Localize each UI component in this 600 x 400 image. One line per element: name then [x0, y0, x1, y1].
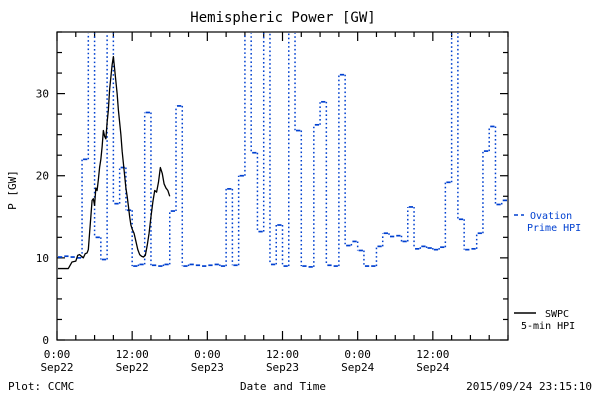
x-tick-label-date: Sep23 [266, 361, 299, 374]
x-tick-label-time: 0:00 [44, 348, 71, 361]
x-tick-label-time: 0:00 [344, 348, 371, 361]
y-tick-label: 10 [36, 252, 49, 265]
x-axis-ticks: 0:00Sep2212:00Sep220:00Sep2312:00Sep230:… [40, 32, 509, 374]
y-axis-label: P [GW] [6, 170, 19, 210]
y-tick-label: 0 [42, 334, 49, 347]
legend-ovation-prime: Ovation Prime HPI [514, 211, 581, 234]
plot-credit: Plot: CCMC [8, 380, 74, 393]
chart-title: Hemispheric Power [GW] [190, 10, 375, 26]
x-tick-label-date: Sep24 [416, 361, 449, 374]
x-tick-label-date: Sep22 [116, 361, 149, 374]
legend-swpc-5min: SWPC 5-min HPI [514, 309, 575, 332]
x-axis-label: Date and Time [240, 380, 326, 393]
x-tick-label-date: Sep23 [191, 361, 224, 374]
x-tick-label-date: Sep22 [40, 361, 73, 374]
y-tick-label: 20 [36, 170, 49, 183]
legend-label-swpc-line1: SWPC [545, 309, 569, 320]
y-tick-label: 30 [36, 88, 49, 101]
legend-label-ovation-line1: Ovation [530, 211, 572, 222]
x-tick-label-time: 0:00 [194, 348, 221, 361]
x-tick-label-time: 12:00 [116, 348, 149, 361]
legend-label-swpc-line2: 5-min HPI [521, 321, 575, 332]
x-tick-label-time: 12:00 [266, 348, 299, 361]
x-tick-label-date: Sep24 [341, 361, 374, 374]
timestamp: 2015/09/24 23:15:10 [466, 380, 592, 393]
x-tick-label-time: 12:00 [416, 348, 449, 361]
series-ovation-prime-hpi [58, 33, 507, 268]
legend-label-ovation-line2: Prime HPI [527, 223, 581, 234]
series-swpc-5min-hpi [58, 55, 171, 270]
